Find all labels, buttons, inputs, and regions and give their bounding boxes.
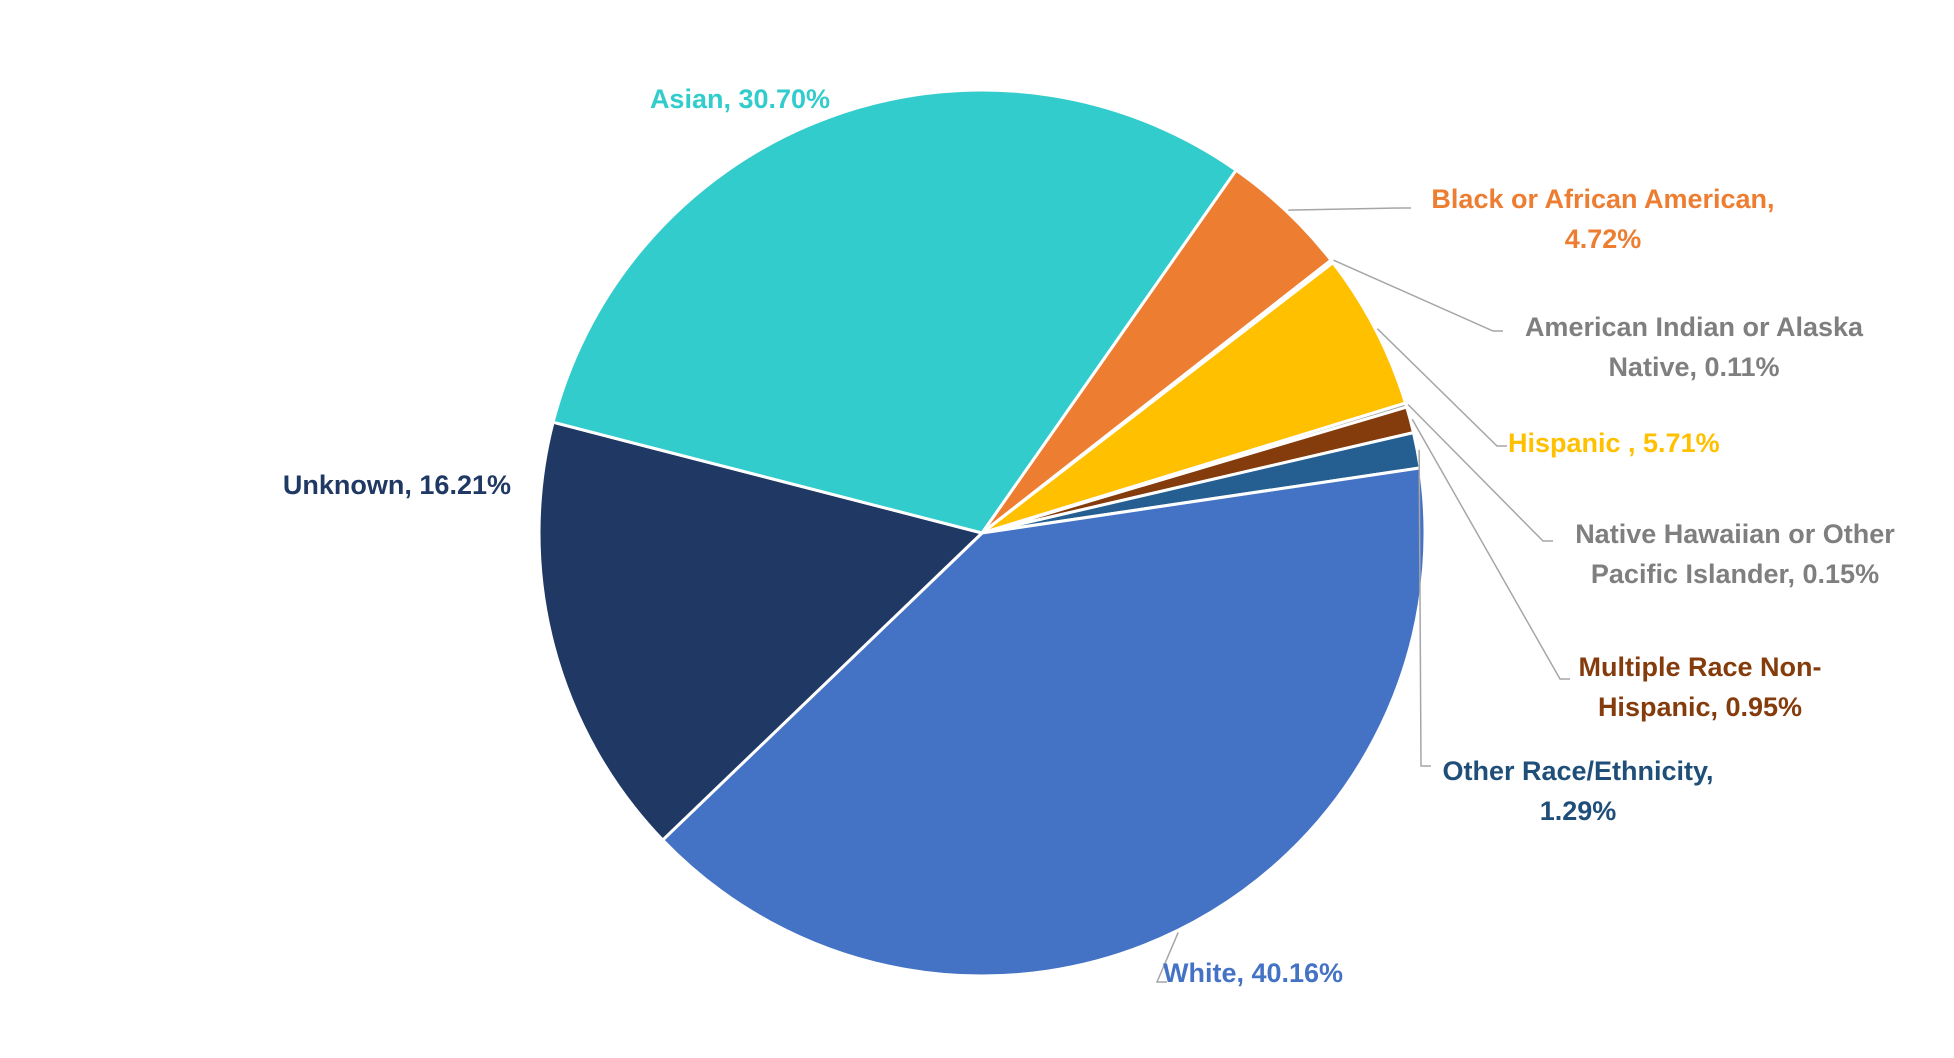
pie-slice-asian [551,88,1238,535]
data-label-line: Pacific Islander, 0.15% [1591,559,1879,589]
pie-slice-white [661,466,1427,978]
data-label-asian: Asian, 30.70% [650,84,830,114]
data-label-white: White, 40.16% [1163,958,1343,988]
data-label-line: Native, 0.11% [1608,352,1779,382]
leader-line-nhpi [1407,403,1553,542]
leader-line-other [1418,449,1431,767]
pie-slices [537,88,1427,978]
leader-line-hispanic [1376,328,1507,447]
leader-line-aian [1333,259,1503,332]
data-label-line: Black or African American, [1431,184,1774,214]
data-label-other: Other Race/Ethnicity, 1.29% [1442,756,1713,826]
leader-lines [1155,207,1570,983]
data-label-line: Other Race/Ethnicity, [1442,756,1713,786]
data-label-line: 4.72% [1565,224,1642,254]
data-label-line: American Indian or Alaska [1525,312,1864,342]
data-label-line: Asian, 30.70% [650,84,830,114]
leader-line-multiple [1411,418,1570,680]
data-label-line: Hispanic, 0.95% [1598,692,1802,722]
data-label-aian: American Indian or Alaska Native, 0.11% [1525,312,1864,382]
data-labels: Black or African American, 4.72% American … [283,84,1895,988]
data-label-line: Unknown, 16.21% [283,470,511,500]
data-label-line: Hispanic , 5.71% [1508,428,1720,458]
leader-line-white [1155,932,1179,983]
data-label-multiple: Multiple Race Non- Hispanic, 0.95% [1578,652,1821,722]
data-label-line: Multiple Race Non- [1578,652,1821,682]
data-label-hispanic: Hispanic , 5.71% [1508,428,1720,458]
data-label-line: Native Hawaiian or Other [1575,519,1895,549]
data-label-line: White, 40.16% [1163,958,1343,988]
data-label-line: 1.29% [1540,796,1617,826]
data-label-unknown: Unknown, 16.21% [283,470,511,500]
data-label-nhpi: Native Hawaiian or Other Pacific Islander… [1575,519,1895,589]
data-label-black: Black or African American, 4.72% [1431,184,1774,254]
pie-slice-hispanic [980,261,1408,535]
leader-line-black [1288,207,1411,211]
pie-slice-unknown [537,420,984,842]
